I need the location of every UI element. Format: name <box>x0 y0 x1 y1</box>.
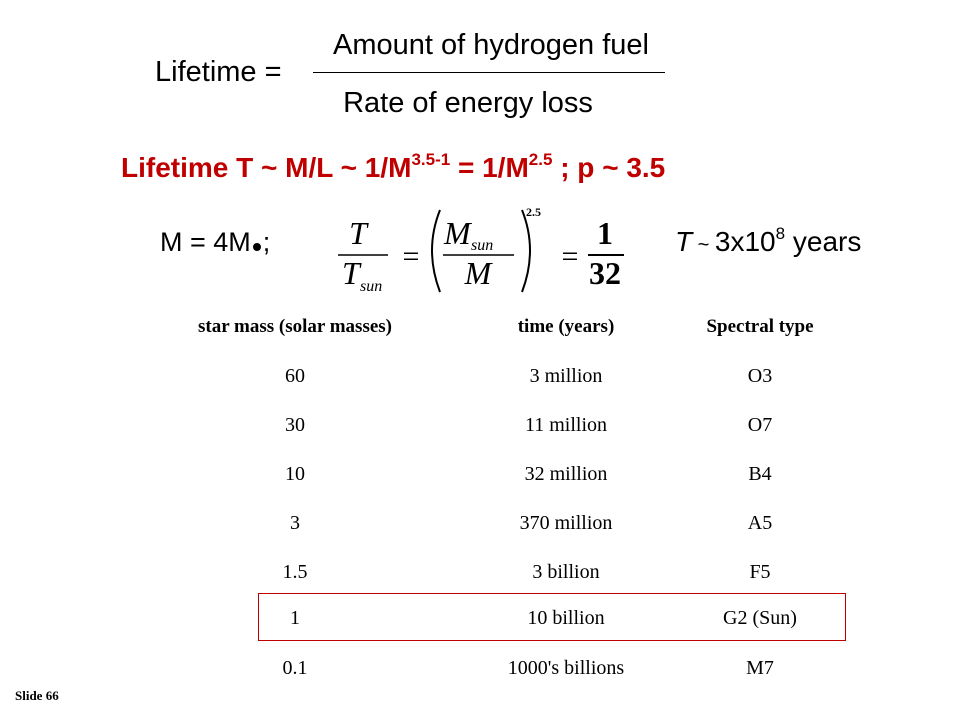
eq-right-paren <box>521 209 531 293</box>
cell-spectral-type: O3 <box>747 365 773 387</box>
formula-exponent-1: 3.5-1 <box>411 150 451 169</box>
cell-spectral-type: A5 <box>747 512 773 534</box>
eq-lhs-denominator-sub: sun <box>360 278 382 295</box>
eq-lhs-numerator: T <box>349 215 369 251</box>
cell-mass: 1 <box>290 607 300 629</box>
formula-exponent-2: 2.5 <box>528 150 553 169</box>
result-tilde: ~ <box>692 234 715 256</box>
cell-time: 370 million <box>519 512 613 534</box>
result-unit: years <box>785 226 862 257</box>
mass-statement: M = 4M; <box>160 227 270 258</box>
table-header-time: time (years) <box>517 316 615 337</box>
cell-spectral-type: M7 <box>746 657 774 679</box>
cell-spectral-type: F5 <box>749 561 771 583</box>
eq-paren-numerator-sub: sun <box>471 237 493 254</box>
table-header-mass: star mass (solar masses) <box>197 316 393 337</box>
eq-exponent: 2.5 <box>526 205 541 219</box>
cell-time: 1000's billions <box>507 657 625 679</box>
cell-spectral-type: O7 <box>747 414 773 436</box>
cell-mass: 30 <box>285 414 305 436</box>
eq-equals-2: = <box>562 240 579 273</box>
mass-prefix: M = 4M <box>160 227 251 257</box>
table-header-spectral: Spectral type <box>706 316 814 337</box>
cell-time: 32 million <box>524 463 608 485</box>
result-exponent: 8 <box>775 224 786 243</box>
formula-part-3: ; p ~ 3.5 <box>552 152 666 183</box>
cell-mass: 1.5 <box>282 561 308 583</box>
cell-mass: 0.1 <box>282 657 308 679</box>
eq-lhs-denominator: T <box>342 255 362 291</box>
formula-part-2: = 1/M <box>450 152 529 183</box>
cell-mass: 60 <box>285 365 305 387</box>
cell-mass: 3 <box>290 512 300 534</box>
fraction-bar <box>313 72 665 73</box>
fraction-denominator: Rate of energy loss <box>343 87 593 119</box>
fraction-numerator: Amount of hydrogen fuel <box>333 29 649 61</box>
result-mantissa: 3x10 <box>714 226 776 257</box>
eq-paren-denominator: M <box>464 255 494 291</box>
lifetime-ratio-equation: T T sun = M sun M 2.5 = 1 32 <box>338 205 624 295</box>
cell-spectral-type: G2 (Sun) <box>723 607 797 629</box>
mass-suffix: ; <box>262 227 271 257</box>
eq-left-paren <box>431 209 441 293</box>
cell-time: 3 million <box>529 365 603 387</box>
sun-symbol-icon <box>252 243 261 251</box>
eq-rhs-denominator: 32 <box>589 255 621 291</box>
slide-number: Slide 66 <box>15 688 59 703</box>
lifetime-formula: Lifetime T ~ M/L ~ 1/M3.5-1 = 1/M2.5 ; p… <box>121 150 666 184</box>
eq-equals-1: = <box>403 240 420 273</box>
cell-time: 3 billion <box>532 561 600 583</box>
cell-time: 11 million <box>524 414 608 436</box>
lifetime-result: T ~ 3x108 years <box>675 224 862 258</box>
cell-mass: 10 <box>285 463 305 485</box>
result-variable: T <box>675 226 693 257</box>
sun-row-highlight-box <box>258 593 846 641</box>
lifetime-label: Lifetime = <box>155 56 282 88</box>
cell-time: 10 billion <box>527 607 605 629</box>
formula-part-1: Lifetime T ~ M/L ~ 1/M <box>121 152 412 183</box>
eq-rhs-numerator: 1 <box>597 215 613 251</box>
cell-spectral-type: B4 <box>748 463 772 485</box>
eq-paren-numerator: M <box>443 215 473 251</box>
